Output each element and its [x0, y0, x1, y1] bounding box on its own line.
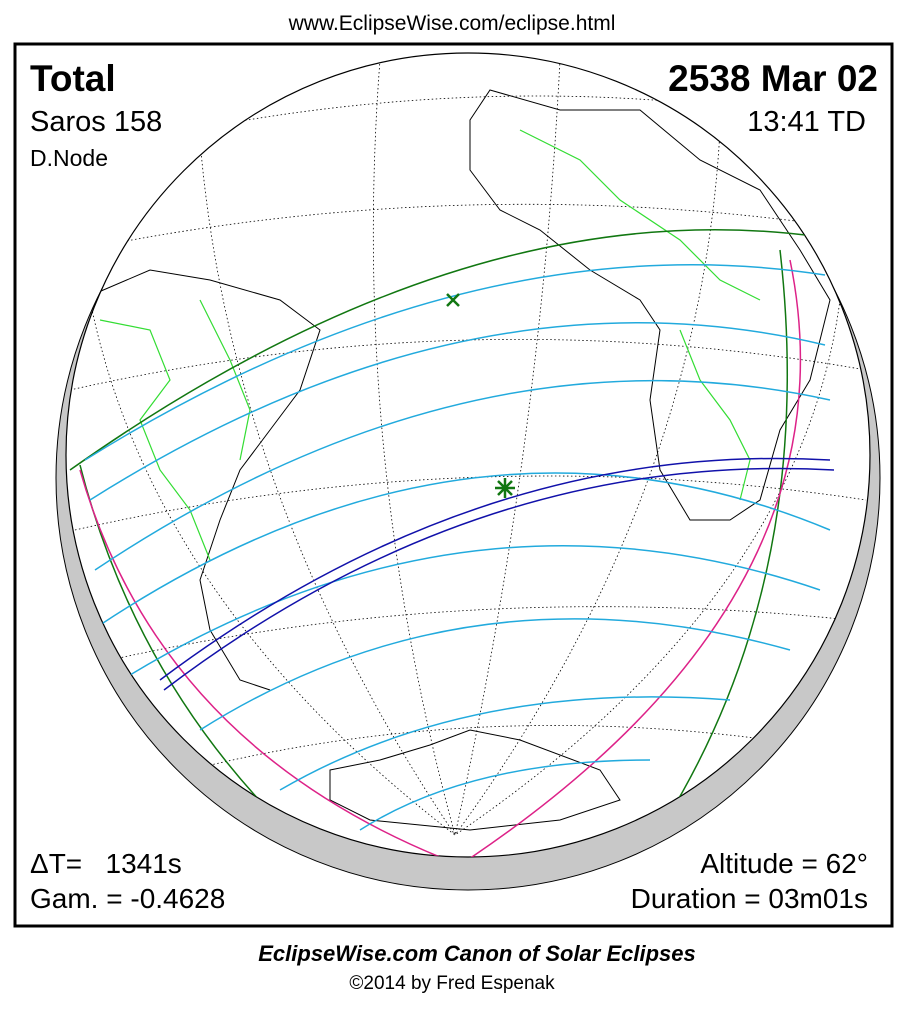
saros: Saros 158 — [30, 106, 162, 138]
duration: Duration = 03m01s — [631, 883, 868, 914]
altitude: Altitude = 62° — [700, 848, 868, 879]
delta-t: ΔT= 1341s — [30, 848, 182, 879]
header-url: www.EclipseWise.com/eclipse.html — [288, 12, 616, 35]
eclipse-type: Total — [30, 58, 116, 99]
coastlines — [79, 89, 831, 831]
central-path-north — [159, 457, 831, 681]
eastern-limit — [639, 249, 788, 857]
footer-title: EclipseWise.com Canon of Solar Eclipses — [258, 941, 696, 966]
rise-set-curve — [459, 259, 802, 857]
greatest-eclipse-star — [495, 478, 515, 498]
globe — [65, 52, 871, 858]
max-eclipse-marker — [446, 293, 460, 307]
footer-copyright: ©2014 by Fred Espenak — [349, 973, 555, 994]
penumbral-lines — [84, 264, 831, 831]
node: D.Node — [30, 145, 108, 171]
gamma: Gam. = -0.4628 — [30, 883, 225, 914]
frame — [13, 42, 894, 928]
date: 2538 Mar 02 — [668, 58, 878, 99]
globe-content — [69, 59, 867, 857]
central-path-south — [163, 467, 835, 691]
northern-limit — [69, 228, 841, 471]
borders — [99, 129, 761, 561]
globe-group — [55, 52, 881, 891]
rise-set-curve — [79, 469, 461, 857]
time: 13:41 TD — [747, 106, 866, 138]
